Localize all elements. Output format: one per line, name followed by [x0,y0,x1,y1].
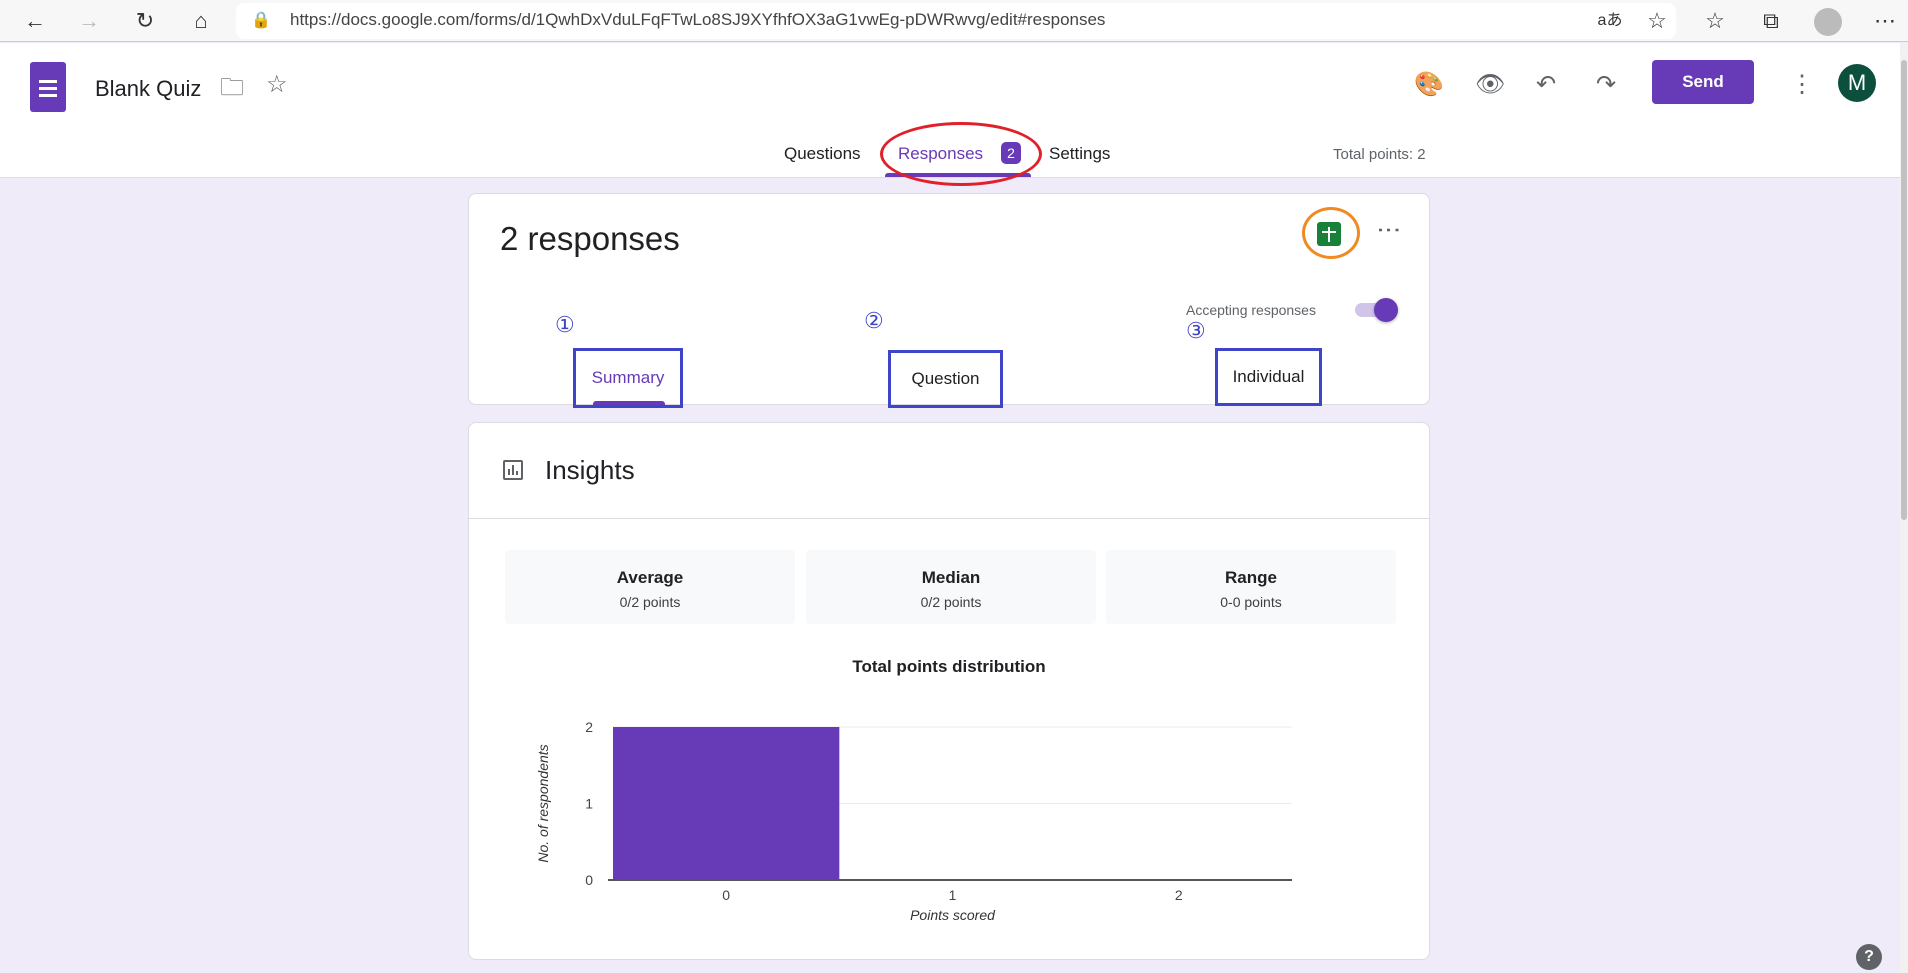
subtab-individual[interactable]: Individual [1215,348,1322,406]
x-tick-label: 0 [722,887,730,903]
bar-0 [613,727,840,880]
insights-chart-icon [503,460,523,480]
subtab-label: Individual [1232,367,1305,386]
home-icon[interactable]: ⌂ [194,8,208,33]
responses-card [468,193,1430,405]
points-distribution-chart: 0 1 2 0 1 2 Points scored No. of respondents [535,719,1292,923]
browser-toolbar: ← → ↻ ⌂ 🔒 https://docs.google.com/forms/… [0,0,1908,42]
accepting-responses-label: Accepting responses [1186,302,1316,318]
star-icon[interactable]: ☆ [266,71,288,98]
tab-questions[interactable]: Questions [784,144,861,163]
preview-eye-icon[interactable]: 👁 [1475,71,1506,98]
stat-average: Average 0/2 points [505,550,795,624]
form-title[interactable]: Blank Quiz [95,76,202,101]
palette-icon[interactable]: 🎨 [1414,71,1444,98]
forms-logo-icon[interactable] [30,62,66,112]
favorites-icon[interactable]: ☆ [1705,8,1725,33]
tab-settings[interactable]: Settings [1049,144,1111,163]
insights-title: Insights [545,455,635,485]
annotation-number: ② [864,308,884,333]
subtab-question[interactable]: Question [888,350,1003,408]
subtab-summary[interactable]: Summary [573,348,683,408]
stat-value: 0/2 points [920,594,982,610]
collections-icon[interactable]: ⧉ [1763,8,1779,33]
lock-icon: 🔒 [251,12,271,29]
y-tick-label: 0 [585,872,593,888]
responses-count: 2 responses [500,220,680,257]
stat-value: 0/2 points [619,594,681,610]
more-options-icon[interactable]: ⋮ [1790,71,1814,98]
undo-icon[interactable]: ↶ [1536,71,1557,98]
more-icon[interactable]: ⋯ [1874,8,1896,33]
responses-more-icon[interactable]: ⋮ [1375,218,1402,242]
annotation-number: ① [555,312,575,337]
total-points: Total points: 2 [1333,146,1426,163]
y-tick-label: 2 [585,719,593,735]
forward-icon[interactable]: → [78,8,100,33]
profile-icon[interactable] [1814,8,1842,36]
chart-title: Total points distribution [852,657,1046,676]
reload-icon[interactable]: ↻ [135,8,155,33]
toggle-knob[interactable] [1374,298,1398,322]
stat-median: Median 0/2 points [806,550,1096,624]
translate-icon[interactable]: aあ [1597,12,1623,29]
divider [469,518,1429,519]
stat-value: 0-0 points [1220,594,1282,610]
y-axis-label: No. of respondents [535,744,551,862]
stat-label: Range [1225,568,1277,587]
annotation-red-circle [880,122,1042,186]
back-icon[interactable]: ← [24,8,46,33]
x-axis-label: Points scored [910,907,996,923]
stat-range: Range 0-0 points [1106,550,1396,624]
address-bar[interactable] [236,3,1676,39]
subtab-label: Summary [591,368,665,387]
stat-label: Median [921,568,981,587]
help-icon[interactable]: ? [1856,944,1882,970]
annotation-number: ③ [1186,318,1206,343]
x-tick-label: 2 [1175,887,1183,903]
stat-label: Average [616,568,684,587]
send-button[interactable]: Send [1652,60,1754,104]
add-favorite-icon[interactable]: ☆ [1647,8,1667,33]
annotation-orange-circle [1302,207,1360,259]
url-text[interactable]: https://docs.google.com/forms/d/1QwhDxVd… [290,10,1106,29]
x-tick-label: 1 [949,887,957,903]
scrollbar-thumb[interactable] [1901,60,1907,520]
subtab-label: Question [911,369,980,388]
redo-icon[interactable]: ↷ [1596,71,1617,98]
folder-icon[interactable]: 🗀 [220,74,244,101]
avatar[interactable]: M [1838,64,1876,102]
y-tick-label: 1 [585,796,593,812]
